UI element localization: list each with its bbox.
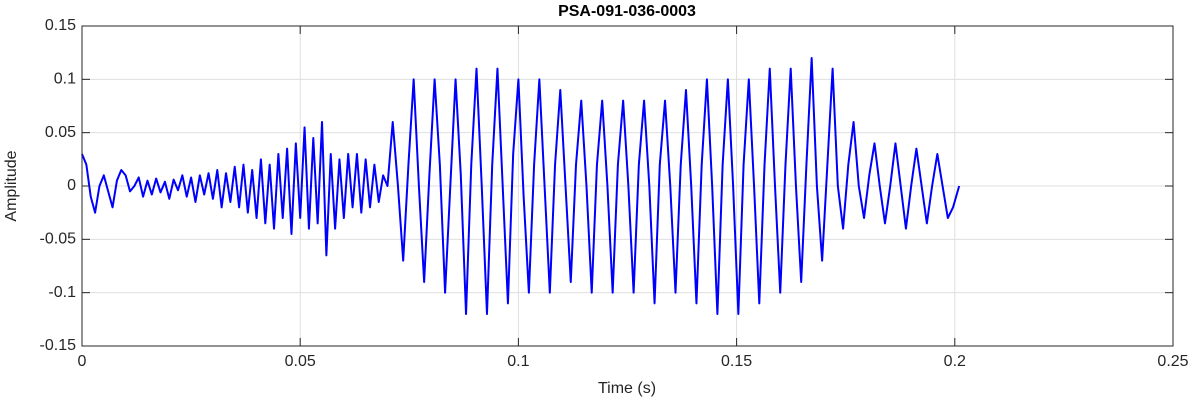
- x-tick-label: 0.25: [1157, 353, 1188, 370]
- x-axis-label: Time (s): [598, 380, 656, 397]
- x-tick-label: 0.15: [721, 353, 752, 370]
- y-tick-label: 0.05: [45, 124, 76, 141]
- y-tick-label: 0: [67, 177, 76, 194]
- y-tick-label: 0.1: [54, 71, 76, 88]
- signal-line: [81, 57, 961, 315]
- y-tick-label: 0.15: [45, 17, 76, 34]
- x-tick-label: 0.1: [507, 353, 529, 370]
- chart-title: PSA-091-036-0003: [558, 3, 696, 20]
- y-tick-label: -0.15: [40, 337, 77, 354]
- x-tick-label: 0: [78, 353, 87, 370]
- data: [81, 57, 961, 315]
- x-tick-label: 0.2: [944, 353, 966, 370]
- y-axis-label: Amplitude: [3, 150, 20, 221]
- y-tick-label: -0.1: [48, 284, 76, 301]
- y-tick-label: -0.05: [40, 231, 77, 248]
- x-tick-label: 0.05: [285, 353, 316, 370]
